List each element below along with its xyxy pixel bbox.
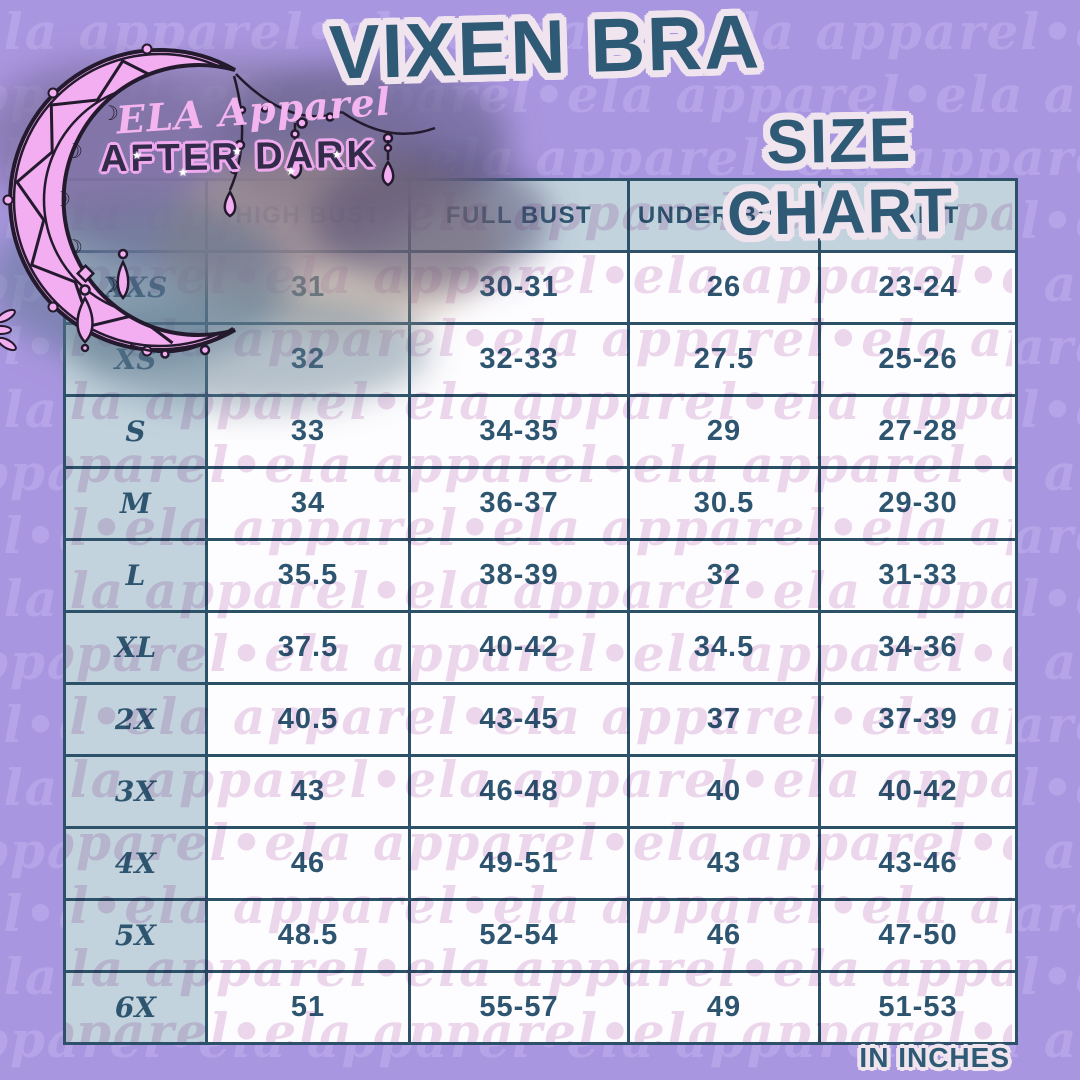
cell-under-bust: 29 xyxy=(627,394,821,469)
size-chart-table: HIGH BUST FULL BUST UNDER BUST WAIST XXS… xyxy=(63,178,1018,1045)
cell-waist: 27-28 xyxy=(818,394,1018,469)
cell-full-bust: 52-54 xyxy=(408,898,630,973)
cell-waist: 31-33 xyxy=(818,538,1018,613)
table-row: 6X 51 55-57 49 51-53 xyxy=(63,970,1018,1045)
size-label: L xyxy=(63,538,208,613)
cell-full-bust: 43-45 xyxy=(408,682,630,757)
table-row: S 33 34-35 29 27-28 xyxy=(63,394,1018,469)
cell-under-bust: 37 xyxy=(627,682,821,757)
cell-under-bust: 30.5 xyxy=(627,466,821,541)
cell-waist: 23-24 xyxy=(818,250,1018,325)
cell-under-bust: 26 xyxy=(627,250,821,325)
cell-waist: 51-53 xyxy=(818,970,1018,1045)
size-label: S xyxy=(63,394,208,469)
table-row: 4X 46 49-51 43 43-46 xyxy=(63,826,1018,901)
size-label: M xyxy=(63,466,208,541)
table-row: XXS 31 30-31 26 23-24 xyxy=(63,250,1018,325)
cell-under-bust: 27.5 xyxy=(627,322,821,397)
cell-high-bust: 51 xyxy=(205,970,411,1045)
cell-high-bust: 35.5 xyxy=(205,538,411,613)
cell-full-bust: 55-57 xyxy=(408,970,630,1045)
column-header-full-bust: FULL BUST xyxy=(408,178,630,253)
cell-high-bust: 48.5 xyxy=(205,898,411,973)
cell-waist: 37-39 xyxy=(818,682,1018,757)
cell-waist: 43-46 xyxy=(818,826,1018,901)
size-label: XL xyxy=(63,610,208,685)
page-title: VIXEN BRA xyxy=(328,0,762,96)
cell-full-bust: 34-35 xyxy=(408,394,630,469)
cell-full-bust: 38-39 xyxy=(408,538,630,613)
units-label: IN INCHES xyxy=(859,1042,1010,1073)
table-row: 2X 40.5 43-45 37 37-39 xyxy=(63,682,1018,757)
cell-high-bust: 43 xyxy=(205,754,411,829)
svg-text:☽: ☽ xyxy=(65,139,83,163)
cell-under-bust: 46 xyxy=(627,898,821,973)
star-sparkle-icon: ★ xyxy=(332,149,342,161)
cell-full-bust: 46-48 xyxy=(408,754,630,829)
cell-full-bust: 32-33 xyxy=(408,322,630,397)
page-subtitle: SIZE CHART xyxy=(726,105,955,249)
cell-full-bust: 40-42 xyxy=(408,610,630,685)
star-sparkle-icon: ★ xyxy=(132,150,142,162)
size-label: XXS xyxy=(63,250,208,325)
star-sparkle-icon: ★ xyxy=(286,166,296,178)
size-label: 5X xyxy=(63,898,208,973)
cell-full-bust: 36-37 xyxy=(408,466,630,541)
column-header-waist: WAIST xyxy=(818,178,1018,253)
table-row: M 34 36-37 30.5 29-30 xyxy=(63,466,1018,541)
cell-high-bust: 31 xyxy=(205,250,411,325)
cell-high-bust: 37.5 xyxy=(205,610,411,685)
cell-full-bust: 30-31 xyxy=(408,250,630,325)
cell-high-bust: 34 xyxy=(205,466,411,541)
cell-waist: 47-50 xyxy=(818,898,1018,973)
table-row: XL 37.5 40-42 34.5 34-36 xyxy=(63,610,1018,685)
table-row: 3X 43 46-48 40 40-42 xyxy=(63,754,1018,829)
cell-waist: 40-42 xyxy=(818,754,1018,829)
table-row: L 35.5 38-39 32 31-33 xyxy=(63,538,1018,613)
size-label: 4X xyxy=(63,826,208,901)
cell-waist: 29-30 xyxy=(818,466,1018,541)
column-header-under-bust: UNDER BUST xyxy=(627,178,821,253)
cell-waist: 34-36 xyxy=(818,610,1018,685)
cell-under-bust: 49 xyxy=(627,970,821,1045)
cell-under-bust: 43 xyxy=(627,826,821,901)
cell-under-bust: 40 xyxy=(627,754,821,829)
cell-full-bust: 49-51 xyxy=(408,826,630,901)
cell-under-bust: 34.5 xyxy=(627,610,821,685)
cell-high-bust: 40.5 xyxy=(205,682,411,757)
star-sparkle-icon: ★ xyxy=(178,167,188,179)
size-label: XS xyxy=(63,322,208,397)
cell-high-bust: 46 xyxy=(205,826,411,901)
cell-waist: 25-26 xyxy=(818,322,1018,397)
star-sparkle-icon: ★ xyxy=(232,146,242,158)
corner-cell xyxy=(63,178,208,253)
cell-high-bust: 33 xyxy=(205,394,411,469)
table-row: 5X 48.5 52-54 46 47-50 xyxy=(63,898,1018,973)
size-label: 2X xyxy=(63,682,208,757)
size-label: 3X xyxy=(63,754,208,829)
cell-high-bust: 32 xyxy=(205,322,411,397)
table-row: XS 32 32-33 27.5 25-26 xyxy=(63,322,1018,397)
column-header-high-bust: HIGH BUST xyxy=(205,178,411,253)
cell-under-bust: 32 xyxy=(627,538,821,613)
size-label: 6X xyxy=(63,970,208,1045)
